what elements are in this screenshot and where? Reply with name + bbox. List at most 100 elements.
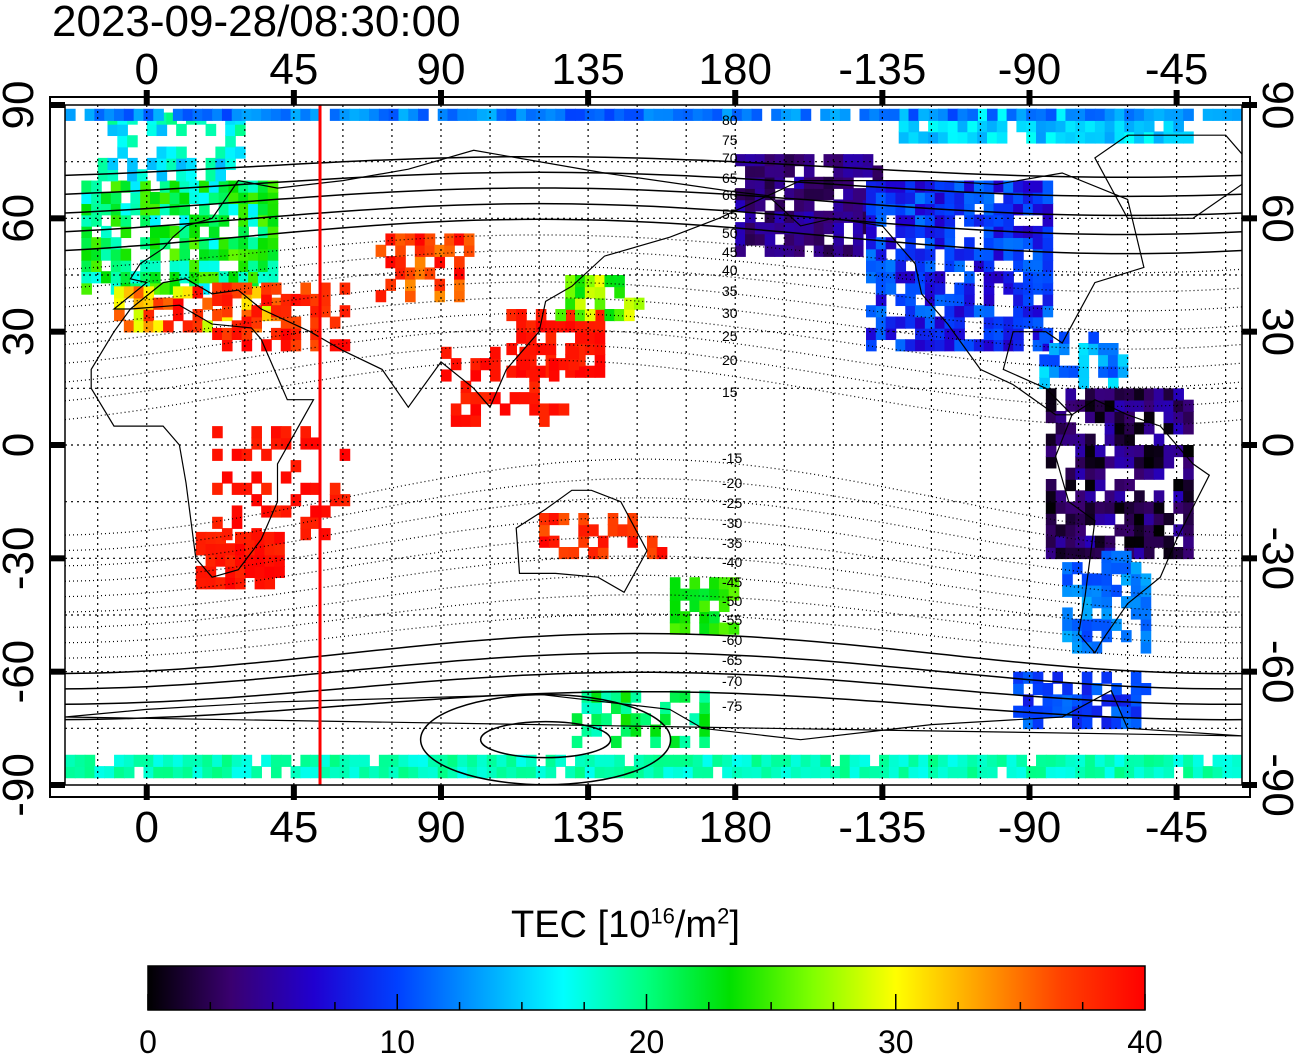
tec-cell bbox=[1163, 754, 1175, 767]
tec-cell bbox=[1013, 191, 1024, 205]
tec-cell bbox=[1124, 108, 1135, 121]
tec-cell bbox=[519, 392, 531, 405]
tec-cell bbox=[257, 180, 269, 193]
tec-cell bbox=[408, 754, 419, 767]
tec-cell bbox=[1032, 305, 1044, 318]
tec-cell bbox=[1121, 550, 1132, 563]
tec-cell bbox=[1075, 445, 1086, 458]
tec-cell bbox=[238, 203, 249, 216]
tec-cell bbox=[764, 210, 776, 223]
tec-cell bbox=[794, 188, 805, 201]
colorbar-title-close: ] bbox=[729, 904, 740, 946]
tec-cell bbox=[225, 554, 236, 567]
tec-cell bbox=[565, 275, 576, 288]
tec-cell bbox=[954, 282, 965, 295]
tec-cell bbox=[624, 766, 635, 779]
tec-cell bbox=[270, 108, 282, 121]
tec-cell bbox=[280, 754, 292, 767]
tec-cell bbox=[450, 414, 462, 427]
tec-cell bbox=[267, 180, 279, 193]
tec-cell bbox=[235, 554, 246, 567]
tec-cell bbox=[529, 403, 540, 416]
tec-cell bbox=[212, 482, 223, 495]
tec-cell bbox=[1085, 535, 1096, 548]
tec-cell bbox=[1003, 282, 1014, 295]
tec-cell bbox=[1173, 479, 1184, 492]
tec-cell bbox=[1124, 433, 1135, 446]
tec-cell bbox=[182, 766, 194, 779]
tec-cell bbox=[620, 713, 632, 726]
tec-cell bbox=[745, 233, 756, 246]
tec-cell bbox=[1065, 766, 1077, 779]
tec-cell bbox=[774, 199, 786, 212]
top-lon-label: 45 bbox=[269, 45, 318, 94]
tec-cell bbox=[1058, 365, 1070, 378]
tec-cell bbox=[127, 169, 138, 182]
tec-cell bbox=[1081, 618, 1093, 631]
tec-cell bbox=[669, 599, 681, 613]
tec-cell bbox=[1032, 282, 1044, 295]
tec-cell bbox=[964, 293, 975, 307]
tec-cell bbox=[1140, 607, 1152, 620]
tec-cell bbox=[1130, 584, 1142, 597]
tec-cell bbox=[1163, 131, 1175, 144]
tec-cell bbox=[548, 403, 560, 416]
tec-cell bbox=[150, 259, 161, 273]
tec-cell bbox=[300, 516, 312, 529]
tec-cell bbox=[424, 244, 436, 257]
tec-cell bbox=[833, 176, 844, 189]
tec-cell bbox=[722, 108, 733, 121]
tec-cell bbox=[1065, 501, 1077, 514]
tec-cell bbox=[1075, 131, 1086, 144]
tec-cell bbox=[924, 282, 936, 295]
tec-cell bbox=[627, 524, 638, 537]
tec-cell bbox=[539, 535, 550, 548]
tec-cell bbox=[395, 267, 406, 280]
tec-cell bbox=[954, 339, 965, 352]
tec-cell bbox=[1058, 343, 1070, 356]
tec-cell bbox=[915, 339, 926, 352]
tec-cell bbox=[339, 282, 351, 295]
tec-cell bbox=[1078, 343, 1090, 356]
tec-cell bbox=[100, 237, 112, 250]
tec-cell bbox=[143, 286, 155, 299]
tec-cell bbox=[172, 766, 184, 779]
tec-cell bbox=[189, 214, 200, 227]
tec-cell bbox=[993, 203, 1005, 216]
tec-cell bbox=[594, 320, 606, 333]
tec-cell bbox=[588, 547, 599, 560]
contour-line bbox=[65, 613, 1242, 659]
tec-cell bbox=[117, 135, 128, 148]
tec-cell bbox=[1045, 490, 1057, 503]
tec-cell bbox=[565, 108, 576, 121]
tec-cell bbox=[764, 222, 776, 235]
tec-cell bbox=[771, 754, 782, 767]
tec-cell bbox=[1140, 630, 1152, 643]
tec-cell bbox=[699, 622, 710, 635]
tec-cell bbox=[986, 120, 998, 133]
tec-cell bbox=[1094, 456, 1106, 469]
tec-cell bbox=[859, 754, 871, 767]
tec-cell bbox=[669, 611, 681, 624]
tec-cell bbox=[369, 766, 380, 779]
tec-cell bbox=[1088, 331, 1099, 344]
tec-cell bbox=[208, 225, 220, 239]
right-latitude-axis: 9060300-30-60-90 bbox=[1253, 81, 1294, 817]
tec-cell bbox=[1032, 248, 1044, 261]
contour-label: -75 bbox=[722, 698, 742, 714]
tec-cell bbox=[274, 543, 285, 556]
tec-cell bbox=[74, 766, 86, 779]
tec-cell bbox=[1042, 282, 1054, 295]
tec-cell bbox=[915, 225, 926, 239]
tec-cell bbox=[986, 108, 998, 121]
tec-cell bbox=[205, 565, 217, 579]
tec-cell bbox=[238, 225, 249, 239]
tec-cell bbox=[624, 297, 635, 310]
tec-cell bbox=[833, 199, 844, 212]
contour-label: 65 bbox=[722, 170, 738, 186]
tec-cell bbox=[852, 210, 864, 223]
tec-cell bbox=[1130, 596, 1142, 609]
tec-cell bbox=[957, 108, 969, 121]
tec-cell bbox=[558, 403, 570, 416]
tec-cell bbox=[1003, 203, 1014, 216]
